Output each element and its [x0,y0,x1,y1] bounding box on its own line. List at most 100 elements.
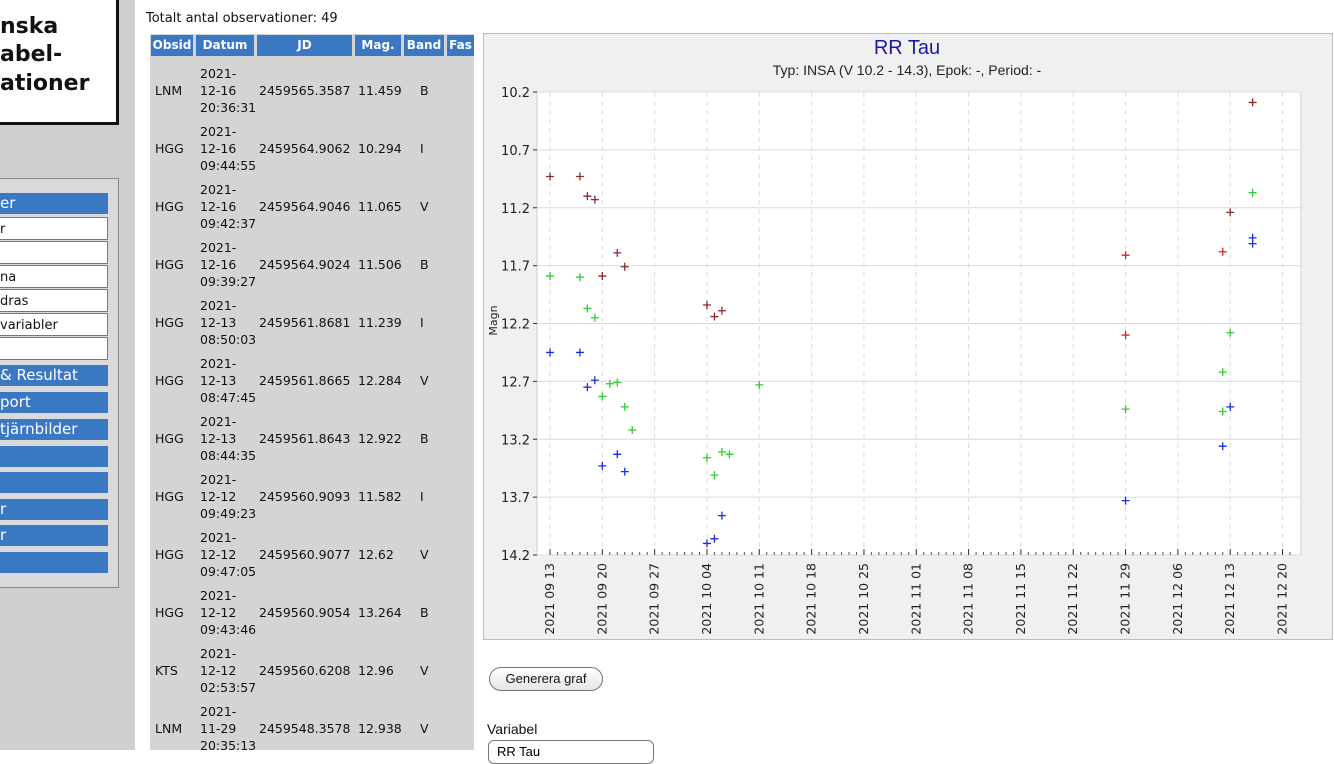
cell-date: 2021- 12-12 09:47:05 [200,529,260,580]
cell-obsid: HGG [155,199,184,214]
menu-item[interactable] [0,241,108,264]
data-point [546,272,554,281]
menu-item[interactable]: na [0,265,108,288]
date-line: 2021- [200,646,237,661]
table-row: HGG 2021- 12-16 09:44:55 2459564.9062 10.294 I [150,120,474,178]
col-header-band[interactable]: Band [404,35,444,56]
date-line: 09:47:05 [200,564,257,579]
date-line: 12-16 [200,199,237,214]
cell-jd: 2459564.9046 [259,199,351,214]
x-tick-label: 2021 12 06 [1170,563,1185,635]
date-line: 12-16 [200,141,237,156]
data-point [710,471,719,480]
data-point [590,376,599,385]
data-point [575,273,584,282]
cell-band: I [420,489,424,504]
date-line: 09:44:55 [200,158,257,173]
table-row: HGG 2021- 12-16 09:39:27 2459564.9024 11.506 B [150,236,474,294]
data-point [1218,407,1227,416]
date-line: 2021- [200,530,237,545]
date-line: 11-29 [200,721,237,736]
data-point [590,313,599,322]
logo-line: ationer [0,71,90,96]
y-tick-label: 13.2 [501,433,530,448]
cell-band: B [420,257,429,272]
table-row: LNM 2021- 11-29 20:35:13 2459548.3578 12.938 V [150,700,474,750]
cell-obsid: HGG [155,489,184,504]
chart-subtitle: Typ: INSA (V 10.2 - 14.3), Epok: -, Peri… [773,62,1042,78]
cell-jd: 2459560.9093 [259,489,351,504]
observations-table: Obsid Datum JD Mag. Band Fas LNM 2021- 12-… [150,34,474,750]
menu-item[interactable] [0,472,108,493]
cell-mag: 12.938 [358,721,402,736]
data-point [613,378,622,387]
date-line: 12-12 [200,489,237,504]
data-point [546,348,554,357]
date-line: 12-16 [200,83,237,98]
menu-item[interactable]: er [0,193,108,214]
site-logo[interactable]: nska abel- ationer [0,0,119,125]
col-header-mag[interactable]: Mag. [355,35,401,56]
cell-band: B [420,83,429,98]
data-point [1226,328,1235,337]
cell-mag: 12.96 [358,663,394,678]
date-line: 12-12 [200,605,237,620]
data-point [755,380,764,389]
table-header: Obsid Datum JD Mag. Band Fas [150,34,474,57]
cell-band: I [420,141,424,156]
cell-jd: 2459560.6208 [259,663,351,678]
date-line: 2021- [200,182,237,197]
date-line: 2021- [200,124,237,139]
menu-item[interactable]: tjärnbilder [0,419,108,440]
data-point [1121,331,1130,340]
y-tick-label: 12.7 [501,375,530,390]
menu-item[interactable]: r [0,525,108,546]
data-point [1121,405,1130,414]
data-point [1218,247,1227,256]
variable-select[interactable]: RR Tau [488,740,654,764]
data-point [613,248,622,257]
date-line: 2021- [200,414,237,429]
col-header-obsid[interactable]: Obsid [151,35,193,56]
menu-item[interactable]: dras [0,289,108,312]
cell-date: 2021- 12-12 09:43:46 [200,587,260,638]
table-row: HGG 2021- 12-12 09:43:46 2459560.9054 13.264 B [150,584,474,642]
col-header-fas[interactable]: Fas [447,35,474,56]
cell-mag: 12.62 [358,547,394,562]
menu-item[interactable]: variabler [0,313,108,336]
data-point [1248,188,1257,197]
data-point [1121,496,1130,505]
cell-jd: 2459564.9062 [259,141,351,156]
col-header-datum[interactable]: Datum [196,35,254,56]
data-point [590,195,599,204]
menu-item[interactable]: port [0,392,108,413]
menu-item[interactable] [0,552,108,573]
cell-date: 2021- 12-13 08:50:03 [200,297,260,348]
data-point [1218,368,1227,377]
x-tick-label: 2021 09 27 [647,563,662,635]
cell-date: 2021- 12-13 08:47:45 [200,355,260,406]
menu-item[interactable]: r [0,499,108,520]
x-tick-label: 2021 10 25 [856,563,871,635]
x-tick-label: 2021 12 20 [1275,563,1290,635]
data-point [1121,251,1130,260]
y-tick-label: 12.2 [501,318,530,333]
y-tick-label: 13.7 [501,491,530,506]
data-point [1248,233,1257,242]
menu-item[interactable] [0,446,108,467]
y-tick-label: 14.2 [501,549,530,564]
data-point [546,172,554,181]
generate-graph-button[interactable]: Generera graf [489,667,603,691]
menu-item[interactable]: r [0,217,108,240]
table-row: HGG 2021- 12-13 08:50:03 2459561.8681 11.239 I [150,294,474,352]
x-tick-label: 2021 10 04 [699,563,714,635]
date-line: 20:35:13 [200,738,257,750]
cell-obsid: HGG [155,257,184,272]
data-point [717,447,726,456]
menu-item[interactable]: & Resultat [0,365,108,386]
col-header-jd[interactable]: JD [257,35,352,56]
menu-item[interactable] [0,337,108,360]
data-point [1226,208,1235,217]
cell-date: 2021- 12-16 09:42:37 [200,181,260,232]
date-line: 12-13 [200,373,237,388]
